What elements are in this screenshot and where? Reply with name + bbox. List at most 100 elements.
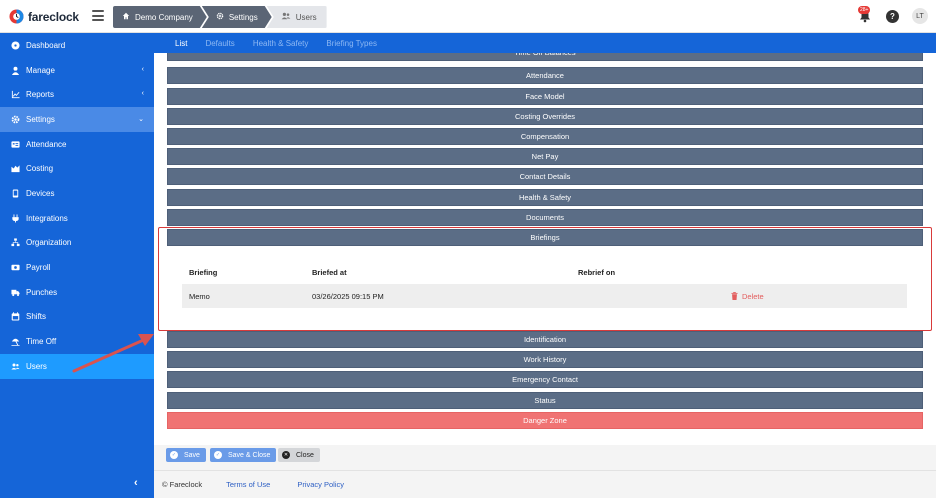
device-icon [10,188,20,198]
sidebar-item-devices[interactable]: Devices [0,181,154,206]
privacy-policy-link[interactable]: Privacy Policy [297,480,344,489]
save-close-button[interactable]: ✓ Save & Close [210,448,277,462]
tab-health-safety[interactable]: Health & Safety [252,38,309,48]
cell-actions: Delete [731,292,907,301]
sidebar-item-label: Reports [26,90,55,100]
close-button[interactable]: ✕ Close [278,448,320,462]
sidebar-item-label: Integrations [26,213,68,223]
payroll-icon [10,263,20,273]
sidebar-item-label: Manage [26,65,55,75]
sidebar-item-label: Users [26,361,47,371]
sidebar-item-label: Settings [26,114,55,124]
breadcrumb-demo-company[interactable]: Demo Company [113,6,207,28]
breadcrumb-label: Users [295,12,317,22]
costing-icon [10,164,20,174]
breadcrumb-label: Settings [228,12,258,22]
column-briefing: Briefing [189,267,218,277]
sidebar-item-dashboard[interactable]: Dashboard [0,33,154,58]
gear-icon [216,12,224,22]
section-briefings[interactable]: Briefings [167,229,923,246]
trash-icon [731,292,738,300]
section-attendance[interactable]: Attendance [167,67,923,84]
users-icon [10,361,20,371]
section-danger-zone[interactable]: Danger Zone [167,412,923,429]
notification-count-badge: 28+ [858,6,871,14]
tab-list[interactable]: List [175,38,188,48]
chart-icon [10,90,20,100]
section-health-safety[interactable]: Health & Safety [167,189,923,206]
sidebar-item-label: Dashboard [26,40,66,50]
footer: © Fareclock Terms of Use Privacy Policy [154,470,936,498]
tab-defaults[interactable]: Defaults [205,38,235,48]
sidebar: Dashboard Manage ‹ Reports ‹ Settings ⌄ … [0,33,154,498]
breadcrumb: Demo Company Settings Users [113,6,328,28]
sidebar-item-payroll[interactable]: Payroll [0,255,154,280]
check-icon: ✓ [214,451,222,459]
sidebar-item-label: Costing [26,164,54,174]
section-documents[interactable]: Documents [167,209,923,226]
breadcrumb-label: Demo Company [135,12,193,22]
form-actions: ✓ Save ✓ Save & Close ✕ Close [154,445,936,470]
chevron-left-icon: ‹ [141,65,144,73]
main-content: Time Off Balances Attendance Face Model … [154,53,936,470]
attendance-icon [10,139,20,149]
home-icon [122,12,130,22]
save-button[interactable]: ✓ Save [166,448,206,462]
sidebar-item-label: Organization [26,238,72,248]
sidebar-item-time-off[interactable]: Time Off [0,329,154,354]
dashboard-icon [10,40,20,50]
chevron-left-icon: ‹ [141,90,144,98]
user-avatar[interactable]: LT [912,8,928,24]
sidebar-item-punches[interactable]: Punches [0,280,154,305]
save-close-label: Save & Close [228,451,271,459]
column-rebrief-on: Rebrief on [578,267,616,277]
calendar-icon [10,312,20,322]
breadcrumb-users[interactable]: Users [266,6,327,28]
section-status[interactable]: Status [167,392,923,409]
sidebar-item-users[interactable]: Users [0,353,154,379]
help-icon[interactable]: ? [886,9,899,23]
section-time-off-balances[interactable]: Time Off Balances [167,53,923,61]
sidebar-item-shifts[interactable]: Shifts [0,305,154,330]
save-label: Save [184,451,200,459]
chevron-down-icon: ⌄ [138,116,144,124]
sidebar-item-reports[interactable]: Reports ‹ [0,82,154,107]
delete-button[interactable]: Delete [731,292,907,301]
section-costing-overrides[interactable]: Costing Overrides [167,108,923,125]
top-bar: fareclock Demo Company Settings Users 28… [0,0,936,33]
column-briefed-at: Briefed at [312,267,347,277]
sidebar-item-integrations[interactable]: Integrations [0,206,154,231]
close-icon: ✕ [282,451,290,459]
sidebar-item-attendance[interactable]: Attendance [0,132,154,157]
sidebar-nav: Dashboard Manage ‹ Reports ‹ Settings ⌄ … [0,33,154,379]
sidebar-item-settings[interactable]: Settings ⌄ [0,107,154,132]
section-net-pay[interactable]: Net Pay [167,148,923,165]
sidebar-collapse-icon[interactable]: ‹ [134,477,138,489]
close-label: Close [296,451,314,459]
plug-icon [10,213,20,223]
sidebar-item-manage[interactable]: Manage ‹ [0,58,154,83]
sidebar-item-label: Shifts [26,312,47,322]
sidebar-item-organization[interactable]: Organization [0,231,154,256]
breadcrumb-settings[interactable]: Settings [202,6,272,28]
notifications-bell-icon[interactable]: 28+ [858,6,872,23]
section-face-model[interactable]: Face Model [167,88,923,105]
sidebar-item-costing[interactable]: Costing [0,156,154,181]
section-emergency-contact[interactable]: Emergency Contact [167,371,923,388]
sidebar-item-label: Devices [26,188,55,198]
terms-of-use-link[interactable]: Terms of Use [226,480,271,489]
delete-label: Delete [742,291,764,301]
sidebar-item-label: Attendance [26,139,67,149]
section-identification[interactable]: Identification [167,331,923,348]
table-row: Memo 03/26/2025 09:15 PM Delete [182,284,907,308]
section-compensation[interactable]: Compensation [167,128,923,145]
section-contact-details[interactable]: Contact Details [167,168,923,185]
sidebar-item-label: Payroll [26,263,51,273]
briefings-table: Briefing Briefed at Rebrief on Memo 03/2… [182,260,907,308]
menu-toggle-icon[interactable] [92,10,104,21]
tab-briefing-types[interactable]: Briefing Types [326,38,377,48]
table-header: Briefing Briefed at Rebrief on [182,260,907,284]
users-icon [281,12,291,22]
section-work-history[interactable]: Work History [167,351,923,368]
brand-logo[interactable]: fareclock [9,9,79,24]
